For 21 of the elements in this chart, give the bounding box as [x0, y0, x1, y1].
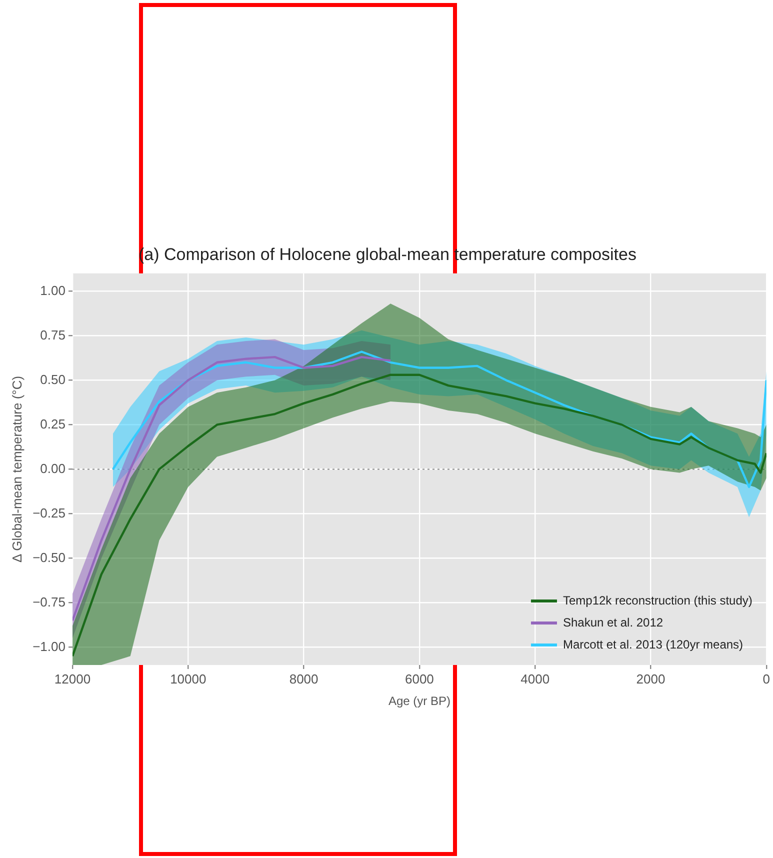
- x-tick-label: 2000: [636, 671, 666, 686]
- legend-label: Shakun et al. 2012: [562, 615, 664, 630]
- y-tick-label: 0.75: [40, 327, 66, 342]
- legend-label: Marcott et al. 2013 (120yr means): [562, 637, 744, 652]
- x-tick-label: 8000: [289, 671, 318, 686]
- y-tick-label: −0.75: [32, 594, 66, 610]
- y-tick-label: −1.00: [32, 638, 66, 654]
- y-tick-label: 0.25: [40, 416, 66, 432]
- y-tick-label: 0.00: [40, 460, 66, 476]
- legend-label: Temp12k reconstruction (this study): [562, 593, 752, 608]
- y-axis-title: Δ Global-mean temperature (°C): [9, 376, 24, 562]
- x-tick-label: 12000: [54, 671, 91, 686]
- x-tick-label: 0: [762, 671, 770, 686]
- x-tick-label: 6000: [404, 671, 434, 686]
- x-tick-label: 4000: [520, 671, 550, 686]
- x-tick-label: 10000: [170, 671, 206, 686]
- y-tick-label: −0.50: [32, 550, 66, 565]
- y-tick-label: −0.25: [32, 505, 66, 520]
- y-tick-label: 1.00: [40, 282, 66, 298]
- y-tick-label: 0.50: [40, 372, 66, 387]
- x-axis-title: Age (yr BP): [388, 694, 450, 708]
